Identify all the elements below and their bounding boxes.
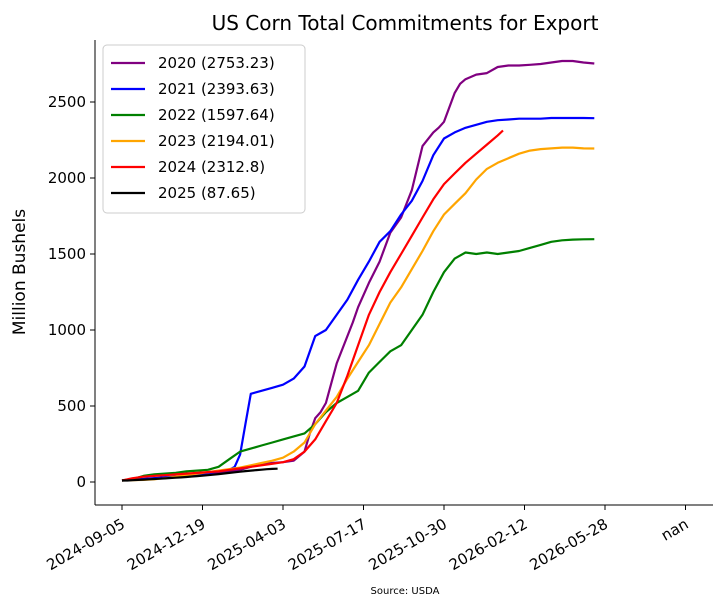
x-tick-label: 2025-04-03 [204,515,289,574]
x-tick-label: nan [658,515,691,545]
x-tick-label: 2024-12-19 [124,515,209,574]
x-tick-label: 2025-07-17 [285,515,370,574]
plot-area [121,59,595,482]
legend-label: 2024 (2312.8) [158,158,265,176]
legend-label: 2025 (87.65) [158,184,256,202]
series-line [121,238,595,482]
source-note: Source: USDA [371,586,440,597]
y-tick-label: 0 [76,473,86,491]
y-tick-label: 500 [57,397,86,415]
legend-box [102,44,306,214]
x-tick-label: 2024-09-05 [43,515,128,574]
x-tick-label: 2025-10-30 [365,515,450,574]
y-axis-label: Million Bushels [10,209,30,335]
y-tick-label: 2000 [48,169,86,187]
legend: 2020 (2753.23) 2021 (2393.63) 2022 (1597.6… [102,44,306,214]
legend-label: 2023 (2194.01) [158,132,275,150]
legend-label: 2022 (1597.64) [158,106,275,124]
series-line [121,129,504,482]
y-tick-label: 1500 [48,245,86,263]
y-tick-label: 2500 [48,93,86,111]
chart-title: US Corn Total Commitments for Export [212,11,599,35]
x-tick-label: 2026-05-28 [526,515,611,574]
legend-label: 2020 (2753.23) [158,54,275,72]
legend-label: 2021 (2393.63) [158,80,275,98]
series-line [122,467,278,482]
x-tick-label: 2026-02-12 [446,515,531,574]
y-tick-label: 1000 [48,321,86,339]
